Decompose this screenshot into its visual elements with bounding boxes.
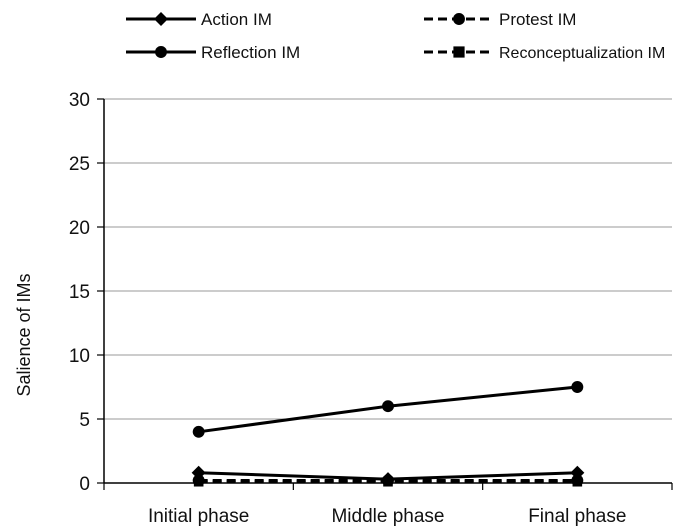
x-tick-label: Initial phase [148,506,249,527]
legend-item: Protest IM [424,10,576,29]
y-tick-label: 15 [69,282,90,303]
legend-label: Protest IM [499,10,576,29]
legend-marker [453,46,465,58]
series-layer [191,381,585,487]
series-reconceptualization-im [193,476,583,487]
legend-item: Reflection IM [126,43,300,62]
y-tick-label: 25 [69,154,90,175]
y-tick-label: 5 [79,410,90,431]
legend-marker [453,13,465,25]
y-tick-label: 10 [69,346,90,367]
legend-label: Reflection IM [201,43,300,62]
y-tick-label: 20 [69,218,90,239]
legend-item: Action IM [126,10,272,29]
data-point [383,476,393,487]
y-tick-label: 0 [79,474,90,495]
legend-item: Reconceptualization IM [424,45,665,62]
x-tick-label: Final phase [528,506,626,527]
legend: Action IM Protest IM Reflection IM Reconcep… [126,10,665,62]
y-tick-label: 30 [69,90,90,111]
y-tick-labels: 0 5 10 15 20 25 30 [69,90,90,495]
legend-label: Reconceptualization IM [499,45,665,62]
gridlines [97,98,672,484]
legend-marker [155,46,167,58]
legend-marker [154,12,168,26]
y-axis-label: Salience of IMs [14,273,34,396]
axes [103,99,673,490]
data-point [382,400,394,413]
legend-label: Action IM [201,10,272,29]
x-tick-label: Middle phase [331,506,444,527]
data-point [571,381,584,393]
series-reflection-im [192,381,584,438]
x-tick-labels: Initial phase Middle phase Final phase [148,506,626,527]
data-point [572,476,583,487]
data-point [192,425,205,438]
data-point [193,476,204,487]
